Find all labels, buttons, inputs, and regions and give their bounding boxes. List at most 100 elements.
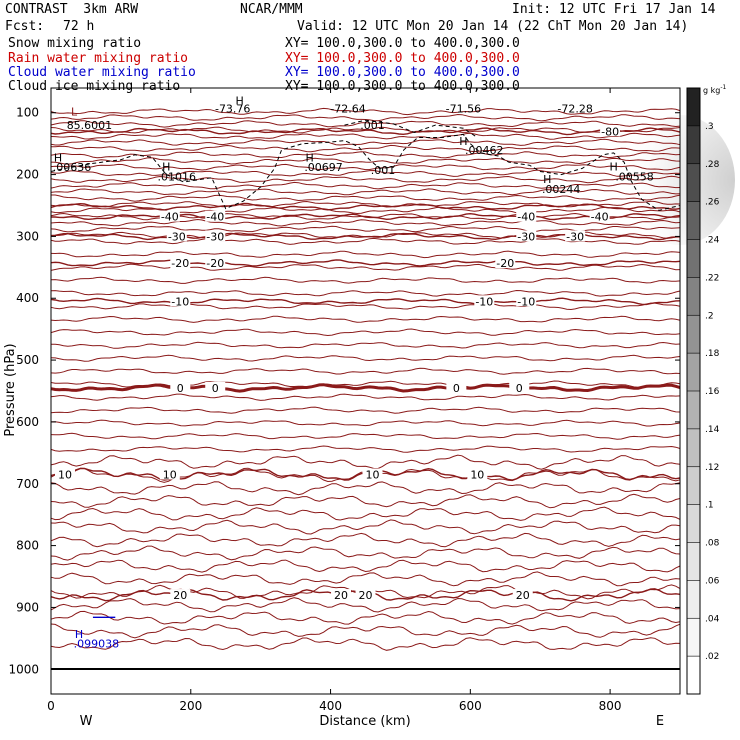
high-marker: H bbox=[54, 151, 62, 164]
contour-label-bg bbox=[205, 210, 226, 222]
contour-label-bg bbox=[600, 125, 621, 137]
colorbar-tick-label: .16 bbox=[705, 387, 720, 397]
y-tick-label: 900 bbox=[16, 600, 39, 614]
isotherm-line bbox=[50, 237, 681, 245]
isotherm-line bbox=[50, 597, 681, 613]
isotherm-line bbox=[51, 144, 681, 153]
isotherm-line bbox=[50, 289, 681, 297]
y-tick-label: 100 bbox=[16, 106, 39, 120]
contour-label-bg bbox=[170, 256, 191, 268]
east-label: E bbox=[656, 714, 664, 729]
y-tick-label: 300 bbox=[16, 229, 39, 243]
colorbar-swatch bbox=[687, 201, 700, 240]
valid-time: Valid: 12 UTC Mon 20 Jan 14 (22 ChT Mon … bbox=[297, 19, 689, 34]
field-cloudwater-name: Cloud water mixing ratio bbox=[8, 65, 196, 80]
extremum-value: .00697 bbox=[304, 161, 343, 174]
colorbar-swatch bbox=[687, 618, 700, 657]
isotherm--40 bbox=[51, 212, 681, 221]
isotherm-line bbox=[50, 354, 681, 362]
y-tick-label: 500 bbox=[16, 353, 39, 367]
colorbar-tick-label: .22 bbox=[705, 273, 719, 283]
isotherm-line bbox=[50, 218, 681, 227]
extremum-value: -71.56 bbox=[446, 102, 481, 115]
isotherm-line bbox=[50, 367, 681, 375]
contour-label: 10 bbox=[365, 468, 379, 481]
plot-frame bbox=[50, 87, 681, 695]
isotherm-line bbox=[50, 188, 681, 196]
isotherm-line bbox=[50, 532, 681, 548]
y-tick-label: 400 bbox=[16, 291, 39, 305]
colorbar-swatch bbox=[687, 466, 700, 506]
contour-label: -10 bbox=[171, 295, 189, 308]
isotherm-line bbox=[50, 175, 681, 184]
isotherm-line bbox=[50, 169, 681, 177]
colorbar-swatch bbox=[687, 428, 700, 468]
contour-label-bg bbox=[509, 381, 530, 393]
isotherm-line bbox=[50, 200, 681, 208]
colorbar-swatch bbox=[687, 391, 700, 430]
isotherm-line bbox=[50, 132, 681, 140]
contour-label-bg bbox=[159, 210, 180, 222]
x-tick-label: 600 bbox=[459, 699, 482, 713]
extremum-value: .00244 bbox=[542, 183, 581, 196]
colorbar-swatch bbox=[687, 504, 700, 543]
contour-label: 20 bbox=[334, 589, 348, 602]
colorbar-tick-label: .04 bbox=[705, 614, 720, 624]
contour-label-bg bbox=[355, 589, 376, 601]
x-tick-label: 800 bbox=[599, 699, 622, 713]
high-marker: H bbox=[75, 628, 83, 641]
isotherm-line bbox=[50, 493, 681, 509]
colorbar-tick-label: .26 bbox=[705, 198, 720, 208]
contour-label: -30 bbox=[566, 230, 584, 243]
colorbar-swatch bbox=[687, 277, 700, 316]
colorbar-tick-label: .18 bbox=[705, 349, 720, 359]
forecast-hours: 72 h bbox=[63, 19, 95, 34]
contour-label: 0 bbox=[212, 382, 219, 395]
isotherm-line bbox=[50, 545, 681, 561]
contour-label-bg bbox=[362, 468, 383, 480]
low-marker: L bbox=[71, 105, 78, 118]
extremum-value: -73.76 bbox=[215, 102, 250, 115]
isotherm-line bbox=[50, 454, 681, 470]
isotherm-line bbox=[50, 120, 681, 128]
extremum-value: .099038 bbox=[74, 637, 120, 650]
isotherm-line bbox=[51, 194, 681, 202]
contour-label-bg bbox=[516, 295, 537, 307]
org-label: NCAR/MMM bbox=[240, 2, 303, 17]
colorbar-tick-label: .3 bbox=[705, 122, 714, 132]
contour-label: -40 bbox=[591, 211, 609, 224]
extremum-value: .00636 bbox=[53, 161, 92, 174]
contour-label: 0 bbox=[516, 382, 523, 395]
contour-label: 0 bbox=[177, 382, 184, 395]
isotherm-line bbox=[50, 571, 681, 587]
contour-label: -30 bbox=[206, 230, 224, 243]
field-rain-name: Rain water mixing ratio bbox=[8, 51, 189, 66]
contour-label-bg bbox=[467, 468, 488, 480]
isotherm-line bbox=[50, 393, 681, 401]
contour-label: -40 bbox=[206, 211, 224, 224]
colorbar-swatch bbox=[687, 239, 700, 278]
contour-label: -30 bbox=[168, 230, 186, 243]
isotherm-line bbox=[50, 276, 681, 284]
high-marker: H bbox=[543, 173, 551, 186]
colorbar-swatch bbox=[687, 580, 700, 619]
contour-label-bg bbox=[446, 381, 467, 393]
field-cloudice-name: Cloud ice mixing ratio bbox=[8, 79, 181, 94]
y-tick-label: 600 bbox=[16, 415, 39, 429]
x-tick-label: 0 bbox=[47, 699, 55, 713]
init-time: Init: 12 UTC Fri 17 Jan 14 bbox=[512, 2, 716, 17]
extremum-value: .00462 bbox=[465, 144, 504, 157]
isotherm-line bbox=[50, 328, 681, 337]
contour-label-bg bbox=[512, 589, 533, 601]
extremum-value: .001 bbox=[360, 119, 385, 132]
contour-label: -20 bbox=[171, 257, 189, 270]
colorbar-swatch bbox=[687, 163, 700, 203]
contour-label: -80 bbox=[601, 125, 619, 138]
isotherm--20 bbox=[50, 259, 681, 267]
contour-label: -10 bbox=[475, 295, 493, 308]
contour-label: -20 bbox=[206, 257, 224, 270]
isotherm-line bbox=[50, 138, 681, 146]
contour-label-bg bbox=[331, 589, 352, 601]
forecast-label: Fcst: bbox=[5, 19, 45, 34]
